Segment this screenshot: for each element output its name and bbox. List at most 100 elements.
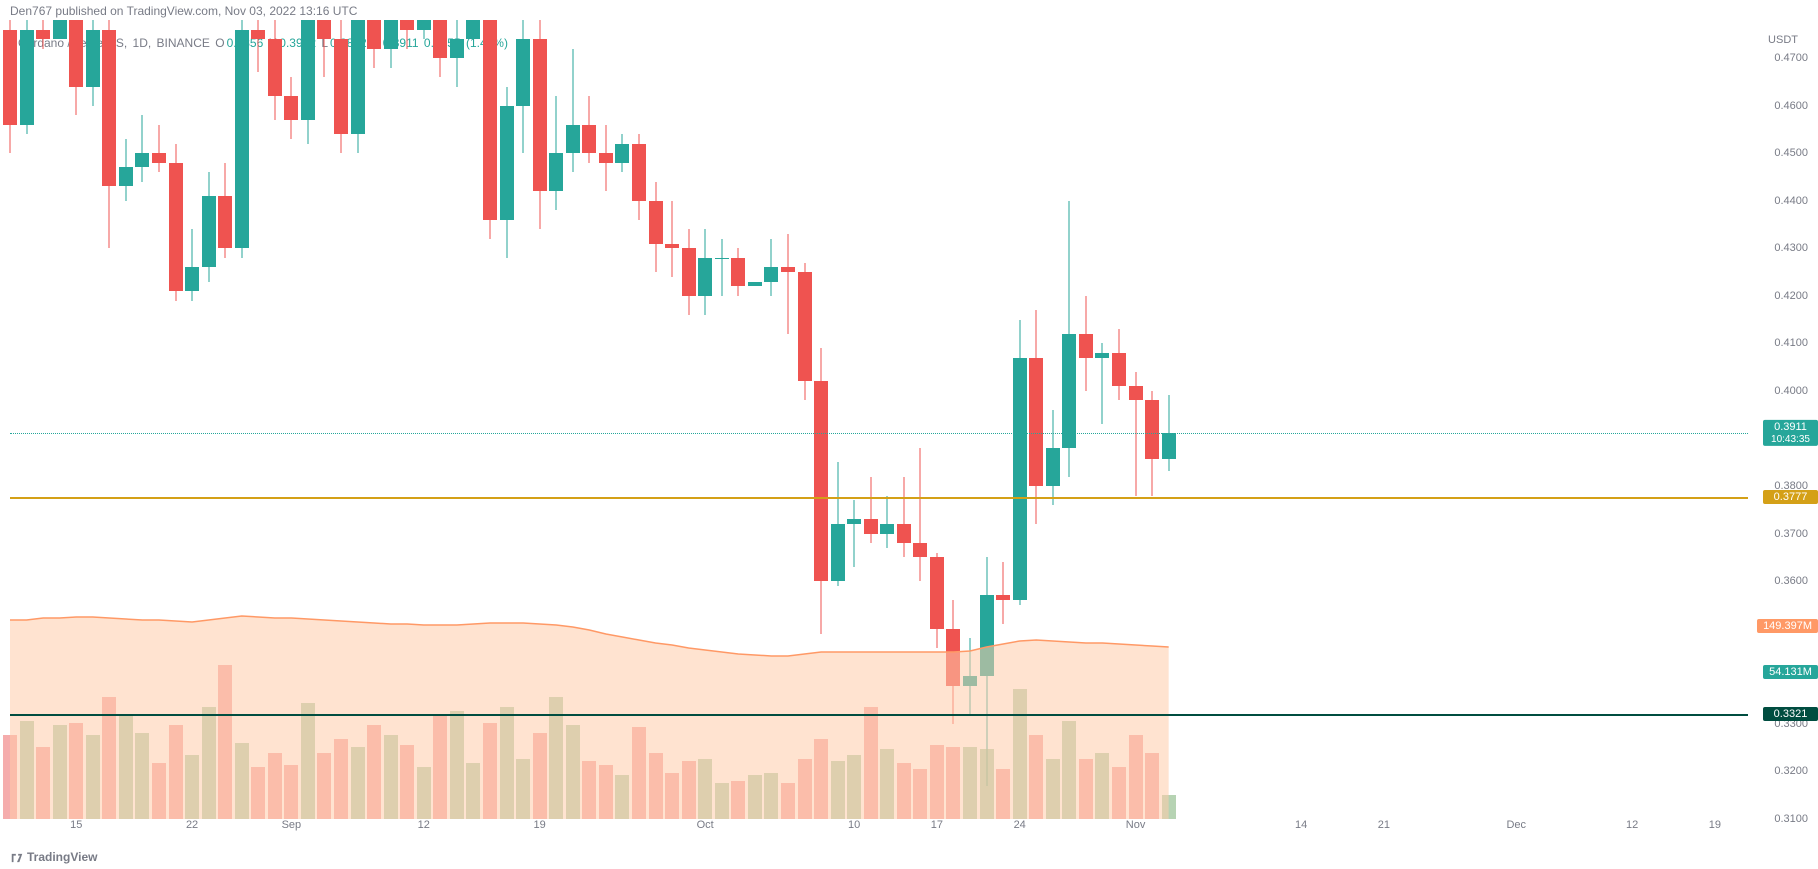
candle[interactable] <box>566 49 580 173</box>
volume-bar[interactable] <box>1129 735 1143 819</box>
candle[interactable] <box>946 600 960 724</box>
candle[interactable] <box>682 229 696 315</box>
volume-bar[interactable] <box>268 753 282 819</box>
volume-bar[interactable] <box>483 723 497 819</box>
candle[interactable] <box>69 20 83 115</box>
candle[interactable] <box>897 477 911 558</box>
volume-bar[interactable] <box>417 767 431 819</box>
candle[interactable] <box>20 20 34 134</box>
volume-bar[interactable] <box>1162 795 1176 819</box>
volume-bar[interactable] <box>864 707 878 819</box>
volume-bar[interactable] <box>980 749 994 819</box>
volume-bar[interactable] <box>698 759 712 819</box>
volume-bar[interactable] <box>897 763 911 819</box>
volume-bar[interactable] <box>731 781 745 819</box>
candle[interactable] <box>185 229 199 300</box>
volume-bar[interactable] <box>284 765 298 819</box>
candle[interactable] <box>317 20 331 77</box>
candle[interactable] <box>864 477 878 544</box>
volume-bar[interactable] <box>20 721 34 819</box>
candle[interactable] <box>814 348 828 633</box>
candle[interactable] <box>466 20 480 39</box>
volume-bar[interactable] <box>682 761 696 819</box>
time-axis[interactable]: 1522Sep1219Oct101724Nov1421Dec1219 <box>10 819 1748 849</box>
volume-bar[interactable] <box>185 755 199 819</box>
candle[interactable] <box>3 20 17 153</box>
volume-bar[interactable] <box>384 735 398 819</box>
candle[interactable] <box>169 144 183 301</box>
volume-bar[interactable] <box>53 725 67 819</box>
volume-bar[interactable] <box>135 733 149 819</box>
candle[interactable] <box>334 20 348 153</box>
volume-bar[interactable] <box>119 715 133 819</box>
candle[interactable] <box>450 20 464 87</box>
candle[interactable] <box>731 248 745 296</box>
candle[interactable] <box>417 20 431 39</box>
candle[interactable] <box>86 20 100 106</box>
candle[interactable] <box>268 20 282 120</box>
volume-bar[interactable] <box>1062 721 1076 819</box>
candle[interactable] <box>582 96 596 163</box>
candle[interactable] <box>284 77 298 139</box>
candle[interactable] <box>698 229 712 315</box>
volume-bar[interactable] <box>963 747 977 819</box>
candle[interactable] <box>1046 410 1060 505</box>
candle[interactable] <box>235 20 249 258</box>
volume-bar[interactable] <box>334 739 348 819</box>
candle[interactable] <box>533 20 547 229</box>
candle[interactable] <box>202 172 216 281</box>
volume-bar[interactable] <box>202 707 216 819</box>
candle[interactable] <box>781 234 795 334</box>
volume-bar[interactable] <box>831 761 845 819</box>
volume-bar[interactable] <box>814 739 828 819</box>
volume-bar[interactable] <box>615 775 629 819</box>
volume-bar[interactable] <box>1029 735 1043 819</box>
volume-bar[interactable] <box>1013 689 1027 819</box>
volume-bar[interactable] <box>433 715 447 819</box>
candle[interactable] <box>798 263 812 401</box>
volume-bar[interactable] <box>798 759 812 819</box>
volume-bar[interactable] <box>251 767 265 819</box>
volume-bar[interactable] <box>86 735 100 819</box>
volume-bar[interactable] <box>913 769 927 819</box>
volume-bar[interactable] <box>169 725 183 819</box>
candle[interactable] <box>516 20 530 153</box>
candle[interactable] <box>880 496 894 548</box>
candle[interactable] <box>483 20 497 239</box>
volume-bar[interactable] <box>1145 753 1159 819</box>
volume-bar[interactable] <box>930 745 944 819</box>
volume-bar[interactable] <box>665 773 679 819</box>
candle[interactable] <box>549 96 563 210</box>
candle[interactable] <box>102 20 116 248</box>
candle[interactable] <box>831 462 845 586</box>
volume-bar[interactable] <box>152 763 166 819</box>
candle[interactable] <box>1029 310 1043 524</box>
volume-bar[interactable] <box>235 743 249 819</box>
candle[interactable] <box>913 448 927 581</box>
volume-bar[interactable] <box>715 783 729 819</box>
volume-bar[interactable] <box>466 763 480 819</box>
candle[interactable] <box>433 20 447 77</box>
volume-bar[interactable] <box>36 747 50 819</box>
volume-bar[interactable] <box>367 725 381 819</box>
volume-bar[interactable] <box>1046 759 1060 819</box>
candle[interactable] <box>715 239 729 296</box>
price-chart[interactable] <box>10 20 1748 819</box>
volume-bar[interactable] <box>1095 753 1109 819</box>
candle[interactable] <box>996 562 1010 624</box>
volume-bar[interactable] <box>748 775 762 819</box>
volume-bar[interactable] <box>69 723 83 819</box>
candle[interactable] <box>1112 329 1126 400</box>
candle[interactable] <box>1079 296 1093 391</box>
volume-bar[interactable] <box>764 773 778 819</box>
candle[interactable] <box>1062 201 1076 477</box>
candle[interactable] <box>1013 320 1027 605</box>
candle[interactable] <box>764 239 778 296</box>
volume-bar[interactable] <box>649 753 663 819</box>
volume-bar[interactable] <box>1079 759 1093 819</box>
candle[interactable] <box>963 638 977 714</box>
volume-bar[interactable] <box>847 755 861 819</box>
candle[interactable] <box>152 125 166 173</box>
candle[interactable] <box>384 20 398 68</box>
candle[interactable] <box>632 134 646 220</box>
